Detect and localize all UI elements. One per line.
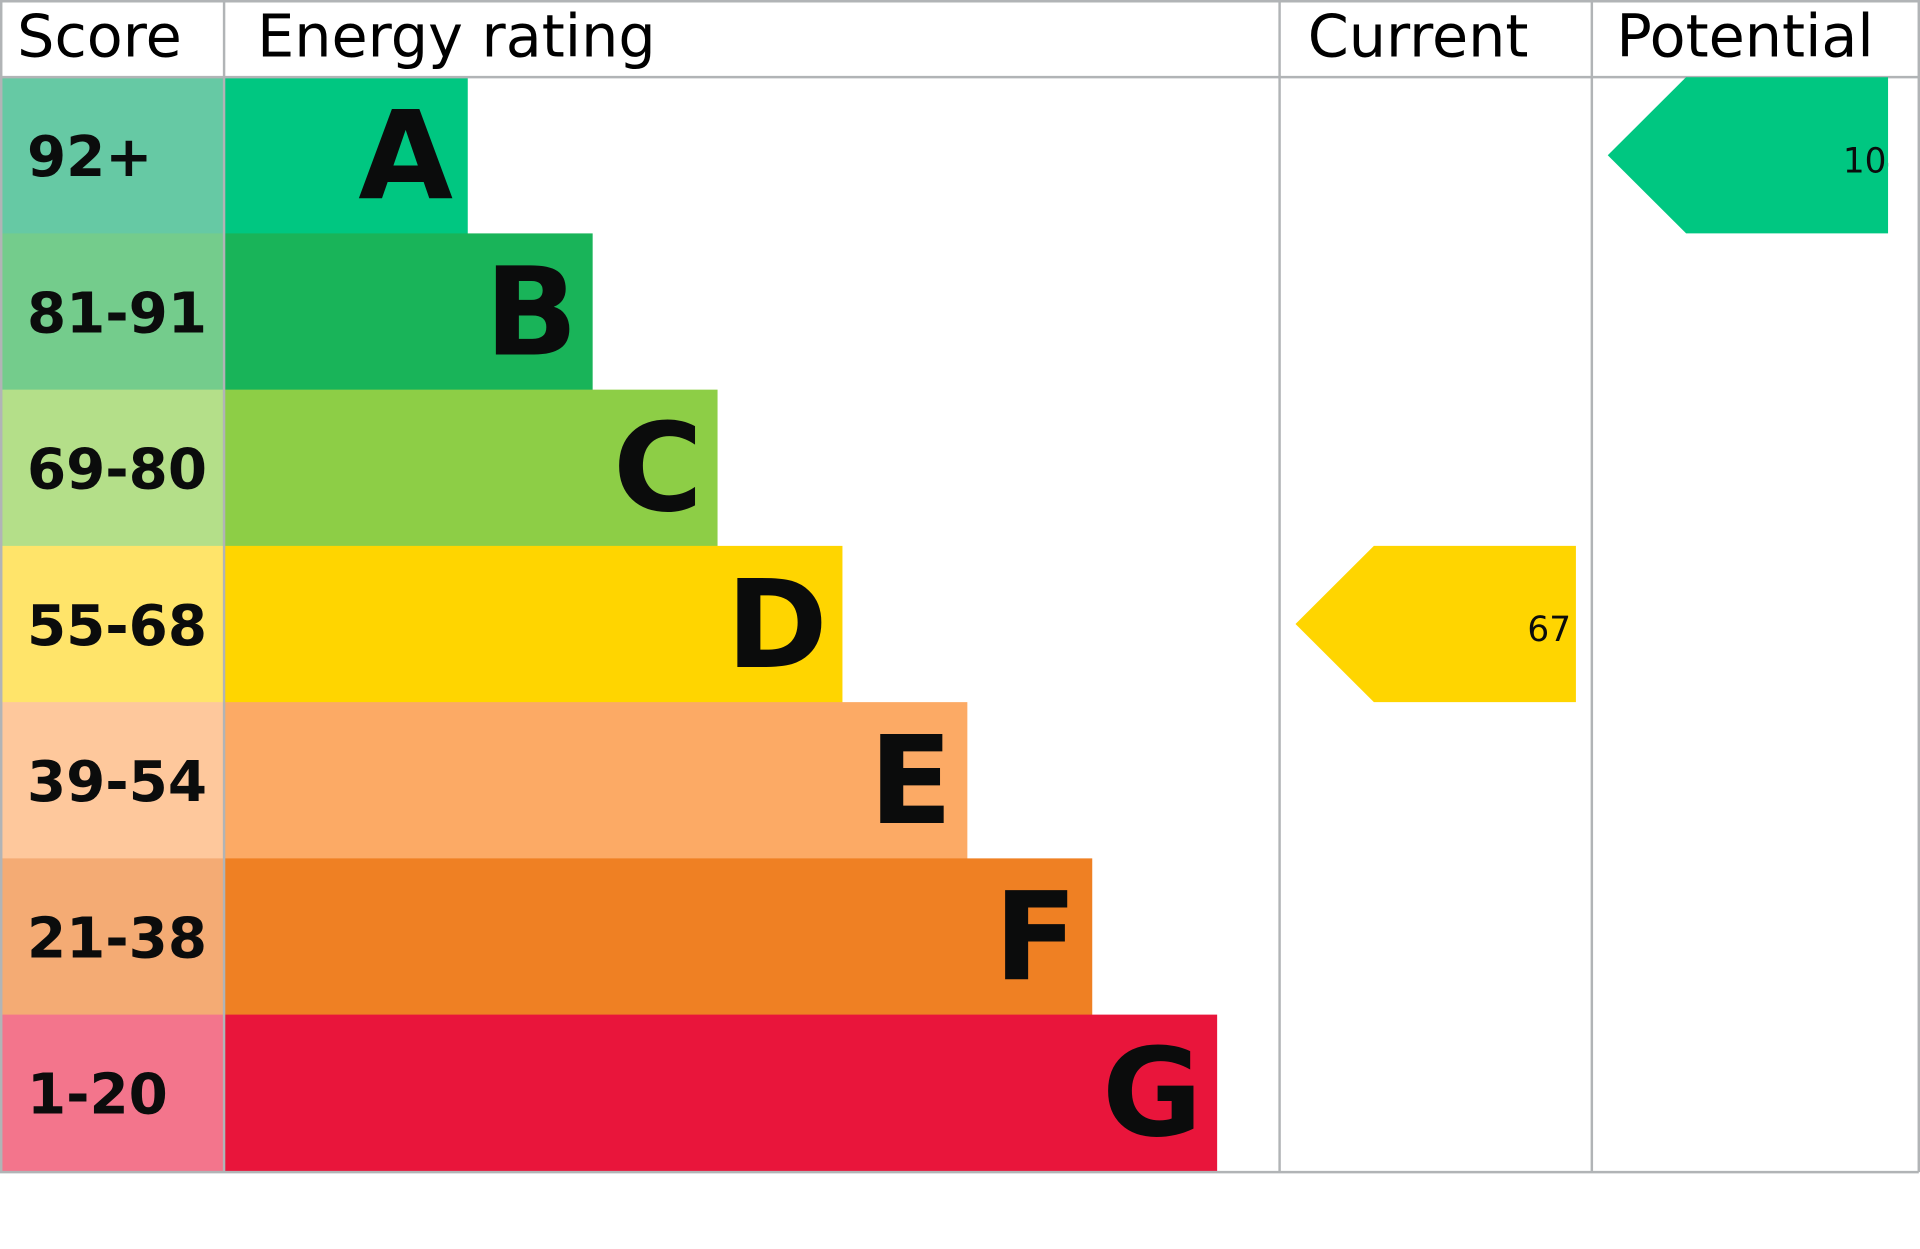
score-cell-A — [0, 77, 225, 235]
rating-letter-B: B — [485, 240, 578, 383]
current-value: 67 — [1527, 610, 1571, 650]
score-cell-C — [0, 389, 225, 547]
score-label-F: 21-38 — [27, 906, 207, 971]
score-cell-F — [0, 858, 225, 1016]
rating-bar-G — [224, 1014, 1218, 1172]
rating-letter-G: G — [1102, 1022, 1203, 1165]
score-cell-G — [0, 1014, 225, 1172]
potential-value: 104 — [1843, 141, 1908, 181]
rating-letter-F: F — [994, 865, 1078, 1008]
rating-bar-F — [224, 858, 1093, 1016]
header-current: Current — [1308, 1, 1529, 70]
header-potential: Potential — [1616, 1, 1873, 70]
rating-bar-A — [224, 77, 468, 235]
header-score: Score — [17, 1, 182, 70]
header-energy-rating: Energy rating — [257, 1, 656, 70]
score-cell-E — [0, 702, 225, 859]
score-label-B: 81-91 — [27, 281, 207, 346]
rating-bar-D — [224, 545, 843, 703]
score-label-D: 55-68 — [27, 594, 207, 659]
score-label-G: 1-20 — [27, 1063, 168, 1128]
current-arrow — [1295, 545, 1576, 703]
potential-arrow — [1607, 77, 1889, 234]
score-label-E: 39-54 — [27, 750, 207, 815]
score-cell-B — [0, 233, 225, 391]
rating-bar-C — [224, 389, 718, 547]
rating-letter-E: E — [869, 709, 953, 852]
rating-bar-B — [224, 233, 593, 391]
rating-letter-A: A — [358, 84, 453, 227]
rating-letter-D: D — [726, 553, 828, 696]
score-cell-D — [0, 545, 225, 703]
rating-bar-E — [224, 702, 968, 859]
score-label-C: 69-80 — [27, 438, 207, 503]
rating-letter-C: C — [613, 397, 703, 540]
score-label-A: 92+ — [27, 125, 153, 190]
